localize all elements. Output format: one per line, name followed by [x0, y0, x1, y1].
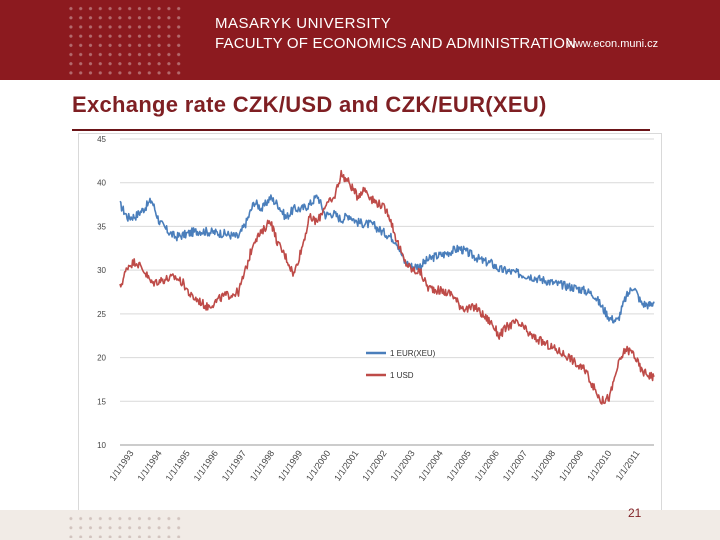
y-tick-label: 30: [97, 266, 106, 275]
series-line-0: [119, 194, 655, 324]
website-url[interactable]: www.econ.muni.cz: [567, 38, 659, 50]
y-tick-label: 40: [97, 179, 106, 188]
footer-strip: [0, 510, 720, 540]
university-name: MASARYK UNIVERSITY: [215, 15, 392, 32]
y-tick-label: 25: [97, 310, 106, 319]
y-tick-label: 20: [97, 354, 106, 363]
y-tick-label: 15: [97, 397, 106, 406]
y-tick-label: 35: [97, 222, 106, 231]
legend-label: 1 EUR(XEU): [390, 349, 436, 358]
chart-frame: [78, 133, 662, 513]
series-line-1: [119, 169, 655, 405]
dot-pattern-logo: [66, 4, 184, 78]
title-divider: [72, 129, 650, 131]
y-tick-label: 45: [97, 135, 106, 144]
legend-label: 1 USD: [390, 371, 414, 380]
page-number: 21: [628, 506, 642, 520]
faculty-name: FACULTY OF ECONOMICS AND ADMINISTRATION: [215, 35, 577, 52]
footer-dot-pattern: [66, 514, 184, 538]
header-banner: MASARYK UNIVERSITY FACULTY OF ECONOMICS …: [0, 0, 720, 80]
slide-title: Exchange rate CZK/USD and CZK/EUR(XEU): [72, 92, 547, 117]
y-tick-label: 10: [97, 441, 106, 450]
